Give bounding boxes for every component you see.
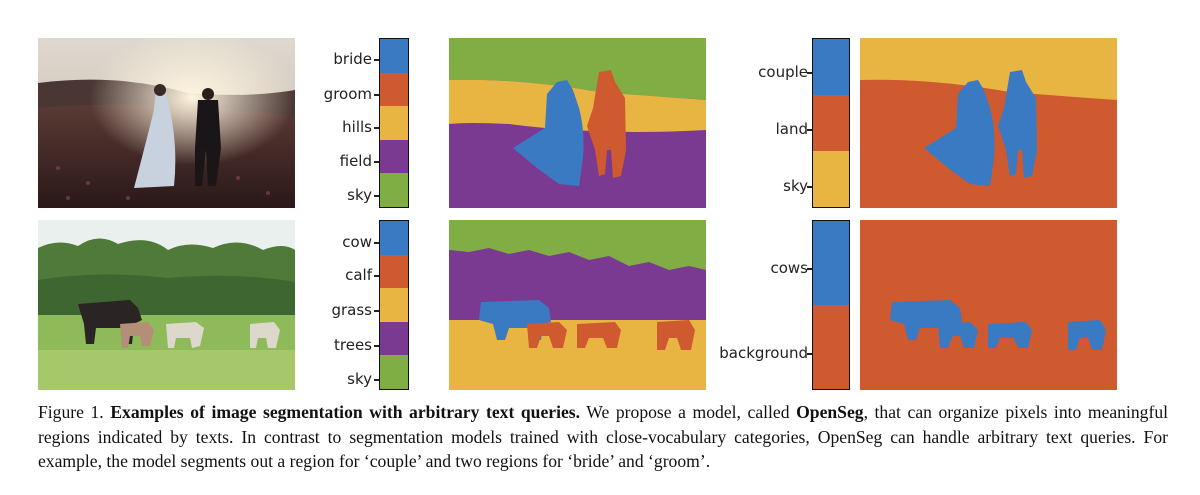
tick	[374, 59, 379, 61]
label-sky: sky	[347, 186, 372, 204]
swatch-groom	[380, 72, 408, 107]
swatch-background	[813, 305, 849, 389]
tick	[374, 94, 379, 96]
caption-title: Examples of image segmentation with arbi…	[110, 402, 581, 422]
label-groom: groom	[323, 85, 372, 103]
label-couple: couple	[758, 63, 808, 81]
tick	[374, 195, 379, 197]
swatch-bride	[380, 39, 408, 73]
swatch-sky-3	[380, 355, 408, 389]
label-cows: cows	[770, 259, 808, 277]
tick	[374, 161, 379, 163]
tick	[374, 242, 379, 244]
label-background: background	[719, 344, 808, 362]
swatch-grass	[380, 288, 408, 322]
segmentation-cows-5class	[449, 220, 706, 390]
label-calf: calf	[345, 266, 372, 284]
swatch-cow	[380, 221, 408, 255]
label-hills: hills	[342, 118, 372, 136]
caption-text-1: We propose a model, called	[580, 402, 797, 422]
label-trees: trees	[334, 336, 372, 354]
legend-colorbar-cows-2	[812, 220, 850, 390]
swatch-sky-2	[813, 151, 849, 207]
segmentation-wedding-3class	[860, 38, 1117, 208]
cows-photo	[38, 220, 295, 390]
segmentation-cows-2class	[860, 220, 1117, 390]
label-grass: grass	[331, 301, 372, 319]
legend-colorbar-cows	[379, 220, 409, 390]
tick	[807, 72, 812, 74]
tick	[807, 268, 812, 270]
caption-figure-number: Figure 1.	[38, 402, 104, 422]
legend-colorbar-wedding	[379, 38, 409, 208]
tick	[807, 129, 812, 131]
swatch-calf	[380, 254, 408, 289]
tick	[374, 310, 379, 312]
label-cow: cow	[342, 233, 372, 251]
label-sky-3: sky	[347, 370, 372, 388]
swatch-cows	[813, 221, 849, 305]
tick	[374, 127, 379, 129]
caption-model-name: OpenSeg	[796, 402, 864, 422]
segmentation-wedding-5class	[449, 38, 706, 208]
legend-colorbar-wedding-2	[812, 38, 850, 208]
swatch-land	[813, 95, 849, 151]
tick	[374, 275, 379, 277]
label-bride: bride	[333, 50, 372, 68]
tick	[807, 353, 812, 355]
tick	[374, 379, 379, 381]
tick	[807, 186, 812, 188]
figure-caption: Figure 1. Examples of image segmentation…	[38, 400, 1168, 474]
wedding-photo	[38, 38, 295, 208]
label-sky-2: sky	[783, 177, 808, 195]
swatch-couple	[813, 39, 849, 95]
swatch-hills	[380, 106, 408, 140]
swatch-trees	[380, 321, 408, 356]
swatch-field	[380, 139, 408, 174]
label-field: field	[339, 152, 372, 170]
label-land: land	[775, 120, 808, 138]
tick	[374, 345, 379, 347]
swatch-sky	[380, 173, 408, 207]
caption-text-2: , that can organize pixels into meaningf…	[38, 402, 1169, 471]
